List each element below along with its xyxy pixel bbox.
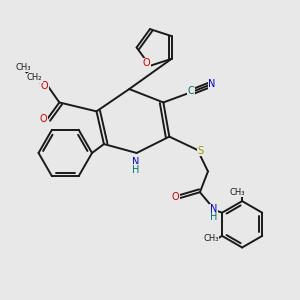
Text: H: H: [132, 165, 140, 175]
Text: CH₃: CH₃: [203, 234, 219, 243]
Text: CH₃: CH₃: [16, 63, 31, 72]
Text: O: O: [40, 114, 47, 124]
Text: S: S: [197, 146, 204, 156]
Text: C: C: [188, 86, 194, 96]
Text: N: N: [132, 157, 140, 167]
Text: N: N: [210, 204, 217, 214]
Text: O: O: [172, 192, 179, 202]
Text: N: N: [208, 79, 215, 89]
Text: CH₂: CH₂: [27, 73, 42, 82]
Text: CH₃: CH₃: [229, 188, 244, 197]
Text: O: O: [40, 81, 48, 92]
Text: H: H: [210, 212, 217, 222]
Text: O: O: [142, 58, 150, 68]
